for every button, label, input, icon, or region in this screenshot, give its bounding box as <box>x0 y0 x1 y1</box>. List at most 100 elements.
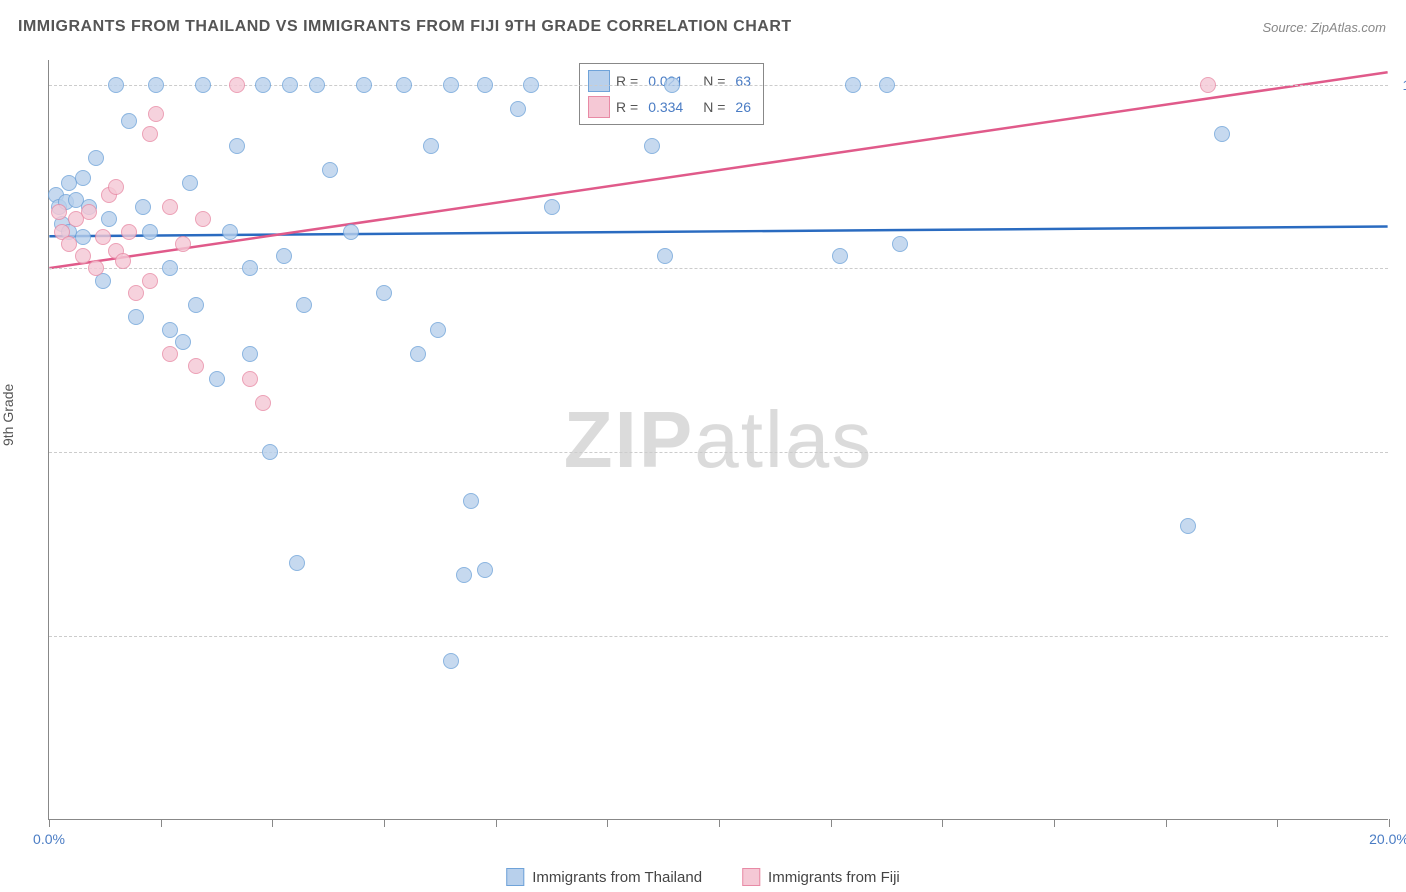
data-point <box>410 346 426 362</box>
data-point <box>162 346 178 362</box>
data-point <box>376 285 392 301</box>
data-point <box>430 322 446 338</box>
data-point <box>892 236 908 252</box>
data-point <box>1180 518 1196 534</box>
data-point <box>463 493 479 509</box>
data-point <box>115 253 131 269</box>
data-point <box>657 248 673 264</box>
data-point <box>262 444 278 460</box>
data-point <box>443 653 459 669</box>
data-point <box>108 77 124 93</box>
data-point <box>832 248 848 264</box>
legend-label: Immigrants from Thailand <box>532 869 702 886</box>
x-tick <box>496 819 497 827</box>
x-tick <box>607 819 608 827</box>
data-point <box>75 248 91 264</box>
x-tick <box>1166 819 1167 827</box>
data-point <box>343 224 359 240</box>
x-tick <box>1389 819 1390 827</box>
x-tick <box>49 819 50 827</box>
data-point <box>95 229 111 245</box>
legend-r-label: R = <box>616 73 638 89</box>
data-point <box>51 204 67 220</box>
chart-plot-area: ZIPatlas R =0.021N =63R =0.334N =26 100.… <box>48 60 1388 820</box>
data-point <box>544 199 560 215</box>
gridline <box>49 636 1388 637</box>
legend-n-value: 63 <box>735 73 751 89</box>
data-point <box>356 77 372 93</box>
y-tick-label: 85.0% <box>1395 444 1406 460</box>
legend-swatch-thailand <box>506 868 524 886</box>
data-point <box>188 358 204 374</box>
y-tick-label: 92.5% <box>1395 260 1406 276</box>
data-point <box>88 150 104 166</box>
trend-line <box>49 226 1387 236</box>
data-point <box>396 77 412 93</box>
x-tick-label: 20.0% <box>1369 831 1406 847</box>
x-tick-label: 0.0% <box>33 831 65 847</box>
x-tick <box>384 819 385 827</box>
data-point <box>108 179 124 195</box>
data-point <box>175 334 191 350</box>
legend-swatch-fiji <box>742 868 760 886</box>
data-point <box>135 199 151 215</box>
data-point <box>477 562 493 578</box>
data-point <box>242 346 258 362</box>
data-point <box>229 77 245 93</box>
data-point <box>456 567 472 583</box>
source-label: Source: ZipAtlas.com <box>1262 20 1386 35</box>
data-point <box>296 297 312 313</box>
legend-swatch <box>588 96 610 118</box>
data-point <box>276 248 292 264</box>
series-legend: Immigrants from Thailand Immigrants from… <box>506 868 899 886</box>
trend-lines <box>49 60 1388 819</box>
data-point <box>845 77 861 93</box>
data-point <box>162 260 178 276</box>
data-point <box>175 236 191 252</box>
legend-item-fiji: Immigrants from Fiji <box>742 868 900 886</box>
data-point <box>121 113 137 129</box>
data-point <box>128 309 144 325</box>
data-point <box>209 371 225 387</box>
data-point <box>309 77 325 93</box>
data-point <box>75 170 91 186</box>
x-tick <box>161 819 162 827</box>
y-tick-label: 100.0% <box>1395 77 1406 93</box>
legend-n-label: N = <box>703 73 725 89</box>
data-point <box>322 162 338 178</box>
data-point <box>148 106 164 122</box>
legend-swatch <box>588 70 610 92</box>
x-tick <box>272 819 273 827</box>
legend-r-value: 0.334 <box>648 99 683 115</box>
data-point <box>222 224 238 240</box>
chart-title: IMMIGRANTS FROM THAILAND VS IMMIGRANTS F… <box>18 18 792 36</box>
data-point <box>242 260 258 276</box>
correlation-legend: R =0.021N =63R =0.334N =26 <box>579 63 764 125</box>
data-point <box>510 101 526 117</box>
data-point <box>1200 77 1216 93</box>
x-tick <box>942 819 943 827</box>
data-point <box>879 77 895 93</box>
data-point <box>162 322 178 338</box>
x-tick <box>1277 819 1278 827</box>
legend-n-label: N = <box>703 99 725 115</box>
data-point <box>101 211 117 227</box>
data-point <box>195 77 211 93</box>
data-point <box>423 138 439 154</box>
data-point <box>182 175 198 191</box>
data-point <box>523 77 539 93</box>
data-point <box>81 204 97 220</box>
data-point <box>282 77 298 93</box>
legend-n-value: 26 <box>735 99 751 115</box>
data-point <box>477 77 493 93</box>
data-point <box>121 224 137 240</box>
data-point <box>88 260 104 276</box>
data-point <box>195 211 211 227</box>
data-point <box>148 77 164 93</box>
data-point <box>142 126 158 142</box>
legend-row: R =0.334N =26 <box>588 94 755 120</box>
y-tick-label: 77.5% <box>1395 628 1406 644</box>
data-point <box>255 395 271 411</box>
data-point <box>1214 126 1230 142</box>
data-point <box>142 273 158 289</box>
